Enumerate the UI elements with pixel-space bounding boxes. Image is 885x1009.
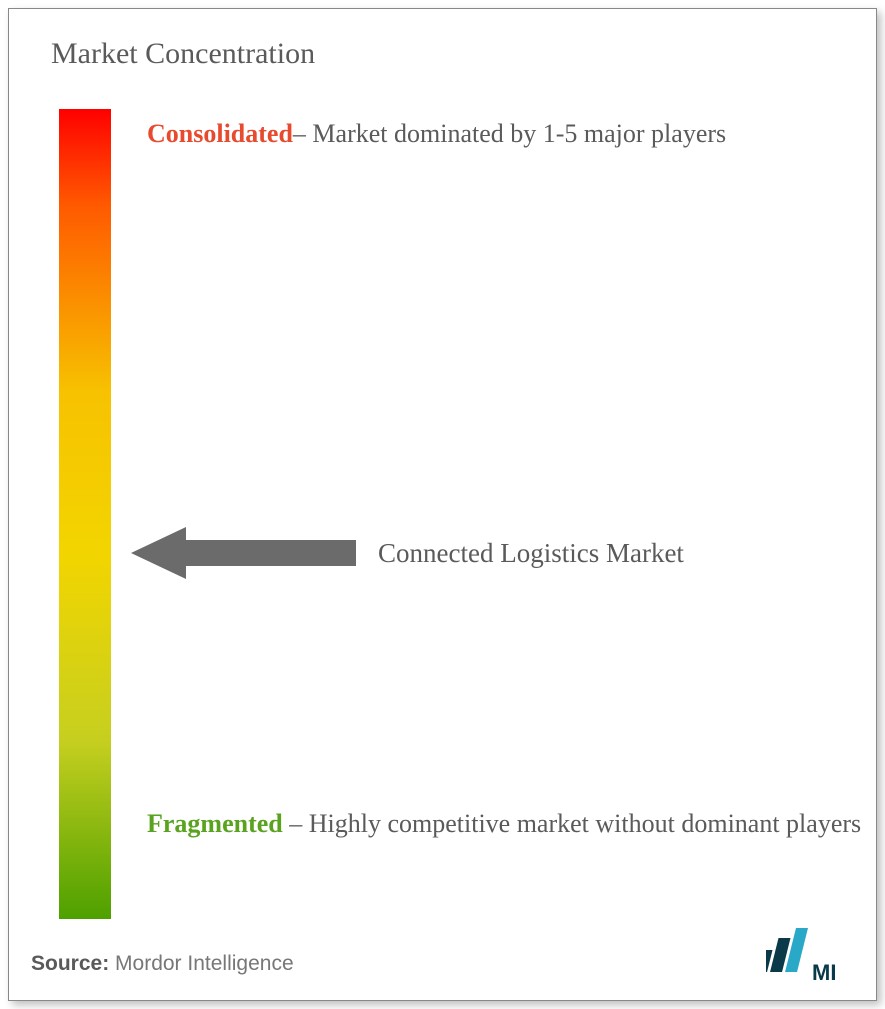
fragmented-label: Fragmented – Highly competitive market w…	[147, 799, 867, 850]
consolidated-label: Consolidated– Market dominated by 1-5 ma…	[147, 109, 837, 160]
market-name-label: Connected Logistics Market	[378, 538, 684, 569]
chart-title: Market Concentration	[51, 37, 315, 71]
svg-text:MI: MI	[812, 960, 836, 984]
source-prefix: Source:	[31, 952, 109, 975]
fragmented-desc: – Highly competitive market without domi…	[283, 809, 861, 838]
source-name: Mordor Intelligence	[115, 952, 294, 975]
arrow-left-icon	[131, 523, 356, 583]
concentration-gradient-bar	[59, 109, 111, 919]
fragmented-keyword: Fragmented	[147, 809, 283, 838]
consolidated-desc: – Market dominated by 1-5 major players	[293, 119, 726, 148]
infographic-frame: Market Concentration Consolidated– Marke…	[8, 8, 877, 1001]
market-pointer: Connected Logistics Market	[131, 523, 684, 583]
mordor-logo-icon: MI	[766, 928, 856, 984]
consolidated-keyword: Consolidated	[147, 119, 293, 148]
source-attribution: Source: Mordor Intelligence	[31, 952, 294, 976]
